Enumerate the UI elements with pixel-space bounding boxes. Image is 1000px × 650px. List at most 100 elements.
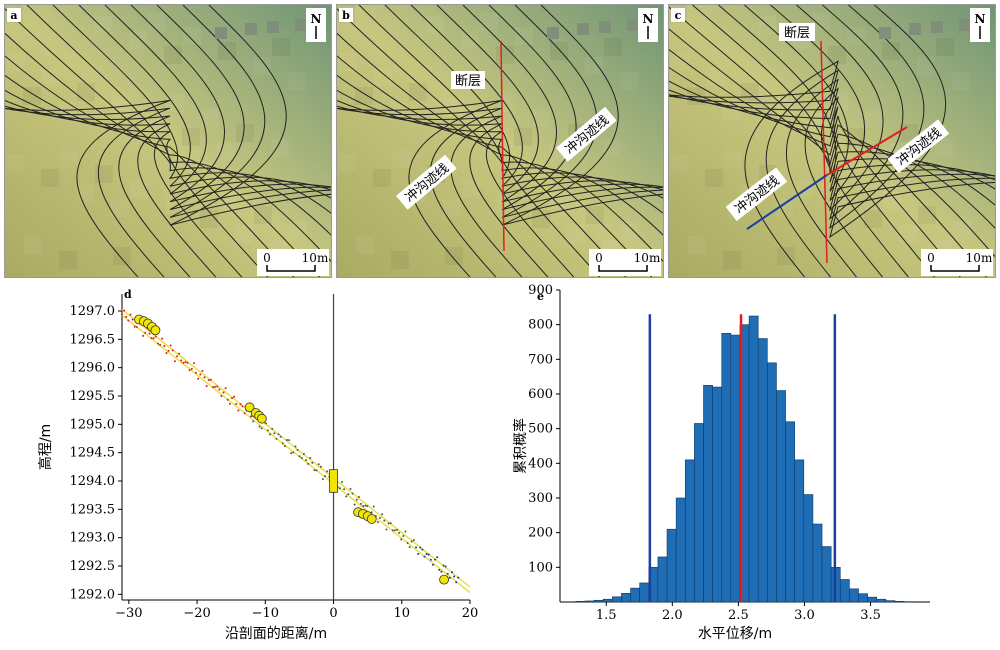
profile-point [450,571,453,574]
histogram-bar [712,386,723,603]
terrain-pixel [42,68,60,86]
profile-point [175,355,178,358]
contour-line [337,99,549,277]
profile-point [150,337,153,340]
contour-line [5,99,217,277]
profile-point [387,522,390,525]
profile-point [311,461,314,464]
contour-line [769,5,995,201]
y-tick-label: 1297.0 [70,304,116,319]
contour-line [669,78,858,277]
profile-point [252,420,255,423]
profile-point [178,352,181,355]
contour-line [5,89,243,277]
terrain-pixel [670,154,688,172]
profile-point [205,385,208,388]
terrain-pixel [59,251,77,269]
profile-point [404,530,407,533]
profile-point [144,331,147,334]
histogram-bar [821,546,832,603]
histogram-bar [812,523,823,603]
contour-line [829,5,995,239]
histogram-bar [794,459,805,603]
contour-line [669,69,839,277]
profile-point [321,478,324,481]
profile-point [133,325,136,328]
terrain-pixel [882,42,900,60]
terrain-pixel [390,102,408,120]
profile-point [412,539,415,542]
contour-line [156,5,331,211]
profile-point [235,403,238,406]
terrain-pixel [373,169,391,187]
profile-point [400,538,403,541]
profile-point [266,429,269,432]
contour-line [488,5,663,211]
contour-line [743,5,995,192]
profile-point [218,388,221,391]
profile-point [239,403,242,406]
map-panel-b: b N 0 10m 断层 冲沟迹线 冲沟迹线 [336,4,664,278]
y-tick-label: 1295.0 [70,417,116,432]
profile-point [345,495,348,498]
histogram-bar [721,333,732,603]
terrain-pixel [129,31,147,49]
profile-point [383,519,386,522]
profile-point [429,558,432,561]
terrain-pixel [620,72,638,90]
north-arrow-icon: N [311,12,322,26]
histogram-bar [730,334,741,603]
histogram-bar [621,593,631,603]
terrain-pixel [585,57,603,75]
terrain-pixel [723,251,741,269]
profile-point [402,534,405,537]
fault-line [500,40,505,252]
profile-point [277,433,280,436]
x-tick-label: 1.5 [596,608,617,623]
contour-line [669,60,839,277]
profile-point [290,452,293,455]
profile-point [233,395,236,398]
profile-point [135,325,138,328]
gully-trace-blue [746,174,828,230]
profile-point [142,334,145,337]
profile-point [197,377,200,380]
terrain-pixel [289,221,307,239]
profile-point [285,439,288,442]
terrain-pixel [603,139,621,157]
contour-line [829,5,995,230]
profile-point [427,553,430,556]
x-tick-label: 3.5 [860,608,881,623]
profile-point [271,427,274,430]
profile-point [408,546,411,549]
north-arrow-box [638,8,658,42]
profile-point [393,529,396,532]
building-block [627,19,639,31]
profile-point [296,448,299,451]
y-tick-label: 1292.5 [70,559,116,574]
x-tick-label: 2.5 [728,608,749,623]
profile-point [281,442,284,445]
building-block [295,19,307,31]
terrain-pixel [7,53,25,71]
contour-line [384,5,663,214]
building-block [909,23,921,35]
histogram-bar [803,494,814,603]
profile-point [355,498,358,501]
terrain-pixel [111,199,129,217]
histogram-bar [694,423,704,603]
profile-point [260,427,263,430]
profile-point [389,522,392,525]
panel-letter-e: e [537,290,544,303]
terrain-pixel [775,199,793,217]
histogram-bar [849,588,859,603]
terrain-pixel [604,38,622,56]
terrain-pixel [254,206,272,224]
profile-point [283,445,286,448]
contour-line [5,99,171,277]
profile-point [343,488,346,491]
north-arrow-box [970,8,990,42]
terrain-pixel [183,27,201,45]
histogram-bar [612,596,622,603]
terrain-pixel [828,46,846,64]
